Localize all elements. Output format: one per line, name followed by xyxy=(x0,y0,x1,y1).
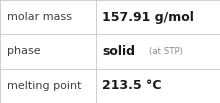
Text: 213.5 °C: 213.5 °C xyxy=(102,79,162,92)
Text: molar mass: molar mass xyxy=(7,12,72,22)
Text: phase: phase xyxy=(7,46,40,57)
Text: 157.91 g/mol: 157.91 g/mol xyxy=(102,11,194,24)
Text: solid: solid xyxy=(102,45,135,58)
Text: (at STP): (at STP) xyxy=(149,47,183,56)
Text: melting point: melting point xyxy=(7,81,81,91)
